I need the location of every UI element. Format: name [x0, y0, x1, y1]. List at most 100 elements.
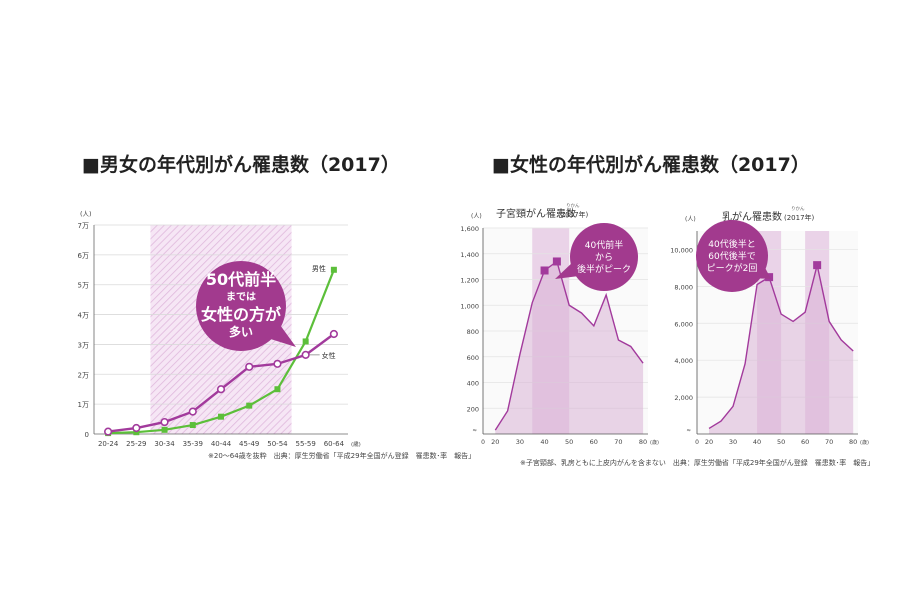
callout-breast-line-2: 60代後半で	[708, 250, 755, 262]
x-unit-label: (歳)	[860, 439, 869, 446]
y-tick-label: 4,000	[674, 357, 693, 365]
callout-breast-line-1: 40代後半と	[708, 238, 755, 250]
female-point	[329, 329, 338, 339]
y-tick-label: 1,200	[460, 277, 479, 285]
y-unit-label: (人)	[685, 216, 696, 223]
y-tick-label: 400	[467, 380, 479, 388]
x-tick-label: 50-54	[267, 440, 288, 448]
x-tick-label: 30	[516, 438, 524, 446]
x-tick-label: 40-44	[211, 440, 232, 448]
male-point	[133, 429, 140, 436]
x-tick-label: 30-34	[154, 440, 175, 448]
y-tick-label: 600	[467, 354, 479, 362]
y-tick-label: 7万	[78, 222, 89, 230]
female-point	[301, 350, 310, 359]
x-tick-label: 60-64	[324, 440, 345, 448]
male-point	[218, 413, 224, 420]
y-tick-label: 5万	[78, 282, 89, 290]
male-point	[330, 266, 337, 273]
callout-bubble-cervical	[570, 223, 638, 291]
left-footnote: ※20〜64歳を抜粋 出典：厚生労働省「平成29年全国がん登録 罹患数･率 報告…	[208, 452, 476, 460]
x-tick-label: 80	[639, 438, 647, 446]
y-tick-label: 200	[467, 405, 479, 413]
x-unit-label: (歳)	[650, 439, 659, 446]
chart-title-breast: 乳がん罹患数	[722, 210, 782, 223]
y-zero-break: ≈	[686, 428, 691, 434]
female-point	[188, 407, 197, 416]
x-origin-label: 0	[695, 439, 699, 446]
y-tick-label: 6万	[78, 252, 89, 260]
male-point	[274, 386, 281, 393]
female-label: 女性	[322, 351, 336, 360]
female-point	[160, 417, 169, 427]
female-point	[216, 385, 226, 394]
callout-cervical-line-3: 後半がピーク	[577, 263, 631, 275]
x-tick-label: 30	[729, 438, 737, 446]
ruby-cervical: りかん	[566, 202, 580, 209]
y-unit-label: (人)	[471, 213, 482, 220]
x-tick-label: 25-29	[126, 440, 146, 448]
male-point	[302, 338, 309, 345]
x-tick-label: 45-49	[239, 440, 259, 448]
x-tick-label: 50	[777, 438, 785, 446]
callout-cervical-line-1: 40代前半	[585, 239, 623, 251]
chart-title-year-cervical: (2017年)	[558, 210, 589, 219]
x-tick-label: 40	[753, 438, 761, 446]
y-tick-label: 2,000	[674, 394, 693, 402]
area-line-cervical	[494, 260, 644, 431]
peak-marker-65	[813, 261, 822, 270]
chart-title-year-breast: (2017年)	[784, 213, 815, 222]
male-point	[189, 422, 196, 429]
callout-left-line-2: までは	[226, 291, 256, 303]
left-chart-heading: ■男女の年代別がん罹患数（2017）	[82, 154, 400, 176]
male-point	[161, 426, 168, 433]
right-chart-heading: ■女性の年代別がん罹患数（2017）	[492, 154, 810, 176]
y-zero-break: ≈	[472, 428, 477, 434]
chart-title-cervical: 子宮頸がん罹患数	[496, 207, 576, 220]
y-tick-label: 4万	[78, 312, 89, 320]
y-tick-label: 0	[85, 431, 89, 439]
x-tick-label: 20	[705, 438, 713, 446]
callout-tail-left	[261, 318, 296, 347]
callout-left-line-3: 女性の方が	[201, 305, 281, 324]
callout-tail-breast	[752, 262, 771, 279]
y-tick-label: 6,000	[674, 320, 693, 328]
callout-left-line-1: 50代前半	[206, 270, 276, 289]
x-tick-label: 20-24	[98, 440, 119, 448]
area-line-breast	[708, 264, 854, 430]
callout-breast-line-3: ピークが2回	[707, 262, 758, 274]
male-label: 男性	[312, 264, 326, 273]
callout-tail-cervical	[555, 261, 579, 279]
x-origin-label: 0	[481, 439, 485, 446]
y-tick-label: 8,000	[674, 283, 693, 291]
y-tick-label: 1万	[78, 401, 89, 409]
callout-left-line-4: 多い	[229, 324, 253, 339]
female-point	[132, 423, 141, 433]
x-tick-label: 35-39	[183, 440, 203, 448]
x-tick-label: 70	[825, 438, 833, 446]
y-tick-label: 1,000	[460, 302, 479, 310]
peak-marker-40	[540, 266, 549, 275]
x-tick-label: 40	[540, 438, 548, 446]
x-tick-label: 55-59	[295, 440, 315, 448]
x-tick-label: 50	[565, 438, 573, 446]
x-tick-label: 60	[590, 438, 598, 446]
ruby-breast: りかん	[791, 205, 805, 212]
callout-bubble-left	[196, 261, 286, 351]
female-point	[273, 359, 282, 368]
callout-cervical-line-2: から	[595, 252, 613, 263]
male-point	[246, 402, 253, 409]
area-fill-breast	[709, 265, 854, 434]
y-tick-label: 10,000	[670, 246, 693, 254]
y-tick-label: 3万	[78, 341, 89, 349]
y-unit-label: (人)	[80, 210, 92, 218]
peak-marker-45	[552, 257, 561, 266]
y-tick-label: 1,600	[460, 225, 479, 233]
female-point	[245, 362, 254, 371]
right-footnote: ※子宮頸部、乳房ともに上皮内がんを含まない 出典：厚生労働省「平成29年全国がん…	[520, 459, 875, 467]
callout-bubble-breast	[696, 220, 768, 292]
x-tick-label: 20	[491, 438, 499, 446]
x-tick-label: 70	[614, 438, 622, 446]
x-tick-label: 60	[801, 438, 809, 446]
